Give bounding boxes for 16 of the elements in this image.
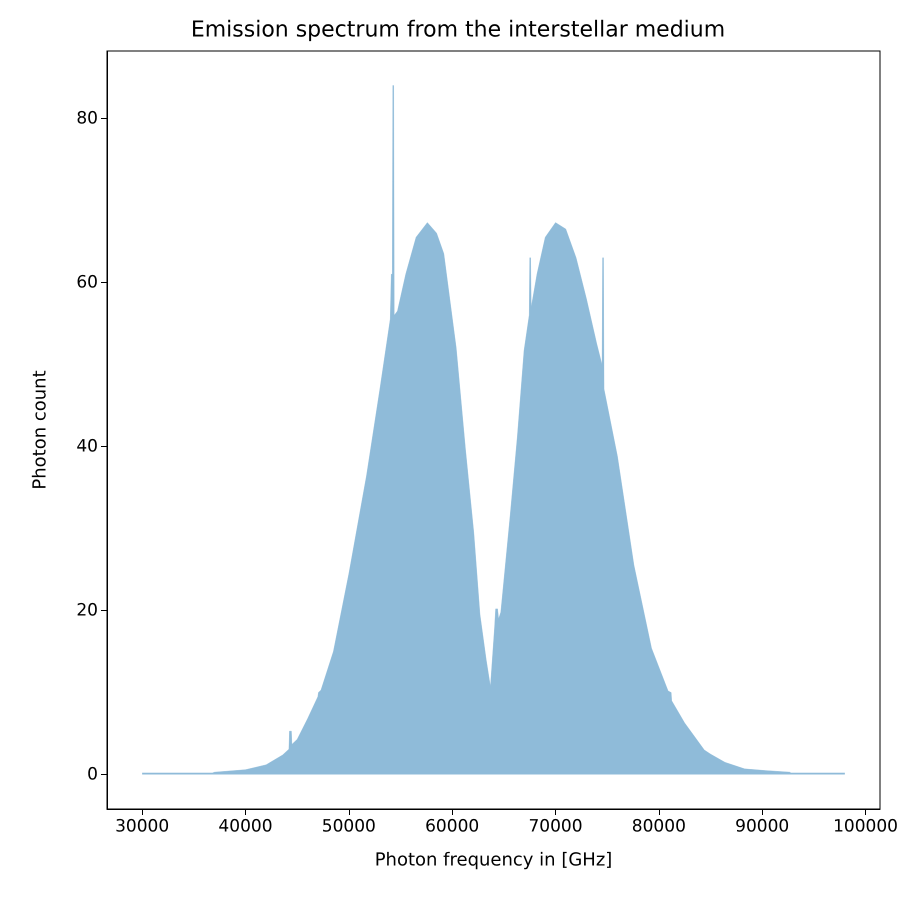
x-tick-label: 100000 — [833, 816, 898, 836]
x-tick-label: 50000 — [322, 816, 376, 836]
y-tick-label: 0 — [87, 764, 98, 785]
x-tick-label: 70000 — [528, 816, 583, 836]
x-tick-label: 80000 — [632, 816, 686, 836]
y-axis-title: Photon count — [30, 370, 50, 490]
x-axis-title: Photon frequency in [GHz] — [374, 850, 612, 870]
x-tick-label: 90000 — [735, 816, 790, 836]
y-tick-label: 80 — [76, 108, 98, 128]
y-tick-label: 60 — [76, 272, 98, 292]
y-tick-label: 40 — [76, 436, 98, 456]
x-tick-label: 40000 — [218, 816, 273, 836]
x-tick-label: 60000 — [425, 816, 480, 836]
x-tick-label: 30000 — [115, 816, 170, 836]
y-tick-label: 20 — [76, 600, 98, 620]
chart-title: Emission spectrum from the interstellar medium — [190, 18, 726, 42]
